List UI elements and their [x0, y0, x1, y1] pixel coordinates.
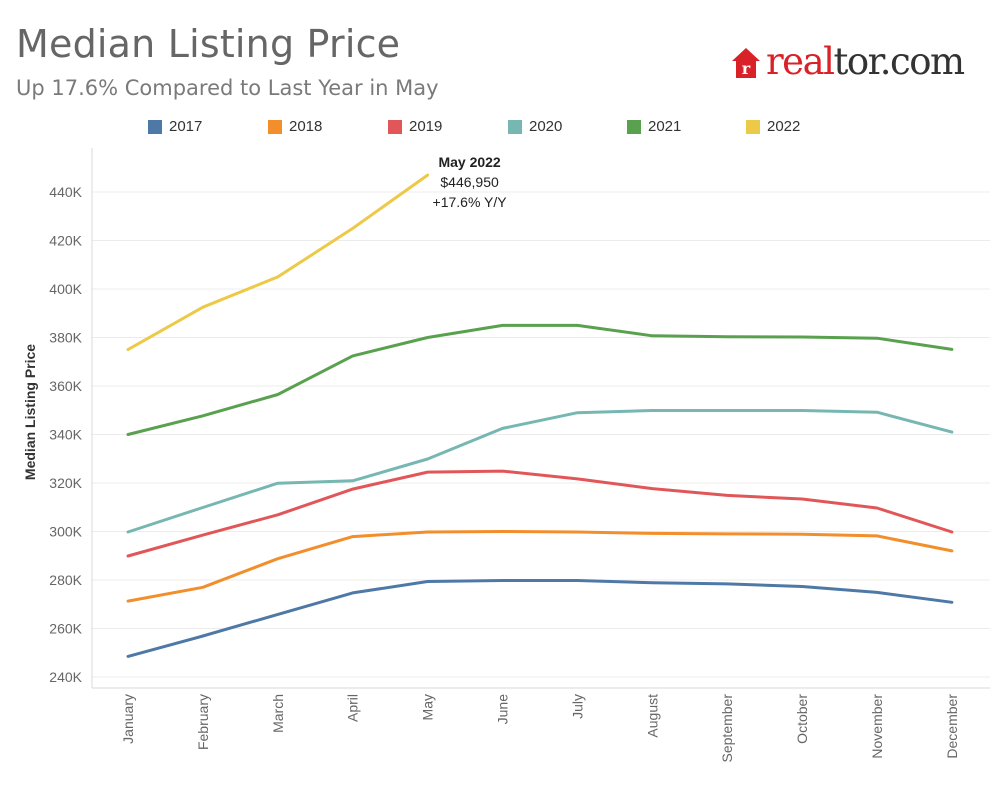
y-tick-label: 320K [49, 475, 82, 491]
series-line-2017 [126, 579, 954, 658]
legend-label: 2022 [767, 118, 801, 135]
legend-item-2019[interactable]: 2019 [388, 118, 508, 135]
legend-item-2017[interactable]: 2017 [148, 118, 268, 135]
chart-title: Median Listing Price [16, 22, 401, 66]
x-tick-label: August [644, 694, 660, 738]
legend-item-2020[interactable]: 2020 [508, 118, 627, 135]
y-tick-label: 260K [49, 621, 82, 637]
legend-item-2018[interactable]: 2018 [268, 118, 388, 135]
series-line-2018 [126, 530, 954, 603]
x-tick-label: April [345, 694, 361, 722]
annotation-value: $446,950 [440, 174, 499, 190]
series-line-2021 [126, 323, 954, 436]
x-tick-label: September [719, 694, 735, 763]
legend-item-2021[interactable]: 2021 [627, 118, 746, 135]
y-tick-label: 360K [49, 378, 82, 394]
legend-label: 2017 [169, 118, 203, 135]
svg-text:r: r [742, 59, 751, 78]
y-tick-label: 340K [49, 427, 82, 443]
legend-label: 2019 [409, 118, 443, 135]
legend-swatch [508, 119, 522, 134]
legend-swatch [746, 119, 760, 134]
legend-swatch [268, 119, 282, 134]
logo-wordmark: realtor.com [766, 40, 965, 83]
legend-label: 2021 [648, 118, 682, 135]
x-tick-label: May [420, 694, 436, 720]
chart-subtitle: Up 17.6% Compared to Last Year in May [16, 76, 439, 100]
chart-legend: 2017 2018 2019 2020 2021 2022 [148, 118, 866, 135]
x-tick-label: October [794, 694, 810, 744]
series-line-2020 [126, 409, 954, 534]
y-axis-title: Median Listing Price [22, 344, 38, 480]
series-line-2019 [126, 469, 954, 558]
annotation-change: +17.6% Y/Y [433, 194, 508, 210]
y-tick-label: 420K [49, 233, 82, 249]
y-tick-label: 240K [49, 669, 82, 685]
y-tick-label: 380K [49, 330, 82, 346]
legend-swatch [388, 119, 402, 134]
y-tick-label: 440K [49, 184, 82, 200]
legend-label: 2020 [529, 118, 563, 135]
y-tick-label: 280K [49, 572, 82, 588]
legend-label: 2018 [289, 118, 323, 135]
legend-swatch [627, 119, 641, 134]
x-tick-label: January [120, 694, 136, 744]
x-tick-label: February [195, 694, 211, 750]
y-tick-label: 400K [49, 281, 82, 297]
legend-swatch [148, 119, 162, 134]
x-tick-label: December [944, 694, 960, 759]
house-icon: r [730, 45, 762, 79]
legend-item-2022[interactable]: 2022 [746, 118, 866, 135]
annotation-title: May 2022 [438, 154, 500, 170]
series-line-2022 [126, 173, 430, 352]
x-tick-label: November [869, 694, 885, 759]
x-tick-label: July [569, 694, 585, 719]
y-tick-label: 300K [49, 524, 82, 540]
realtor-logo[interactable]: r realtor.com [730, 40, 965, 83]
x-tick-label: March [270, 694, 286, 733]
x-tick-label: June [495, 694, 511, 725]
